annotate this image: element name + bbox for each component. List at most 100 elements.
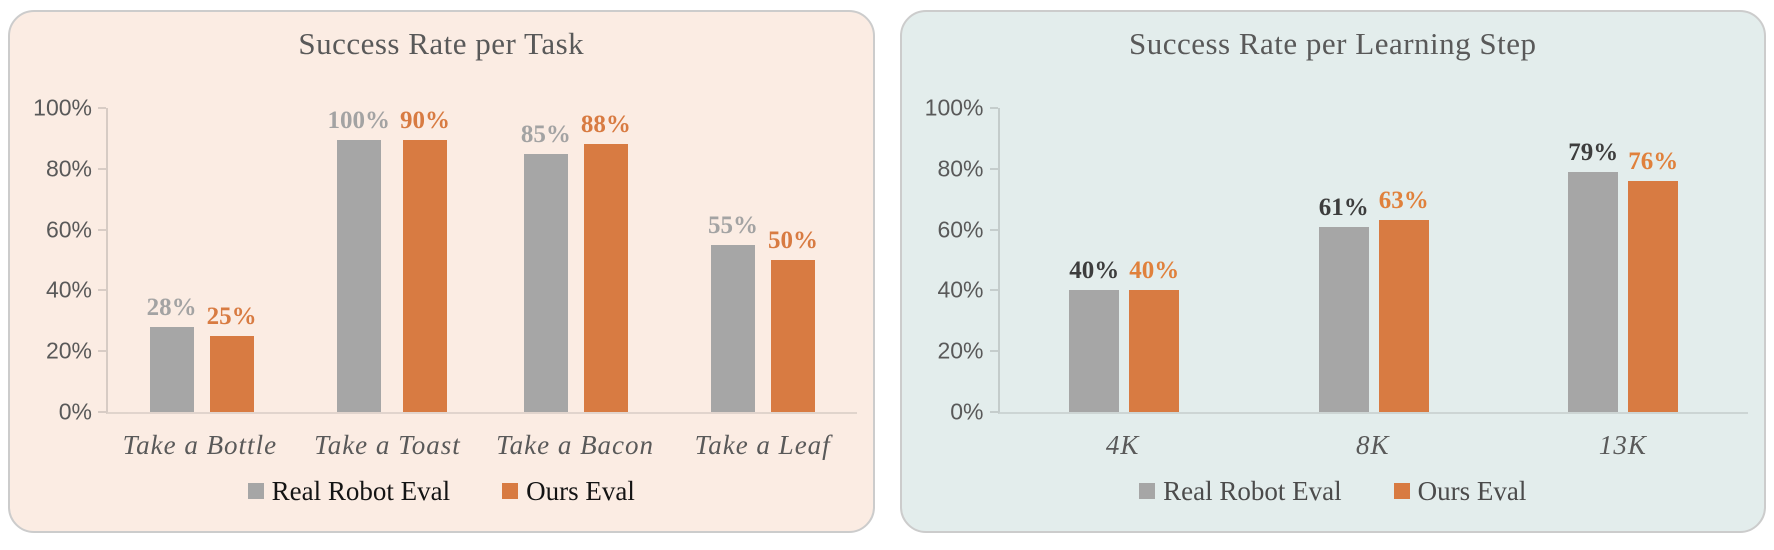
category-label: 13K (1598, 430, 1647, 460)
bar-with-label: 55% (708, 108, 758, 412)
legend: Real Robot Eval Ours Eval (902, 476, 1765, 506)
x-axis-labels: Take a Bottle Take a Toast Take a Bacon Tak… (26, 428, 857, 462)
data-label: 85% (520, 120, 571, 148)
y-tick-mark (98, 167, 106, 170)
bar-with-label: 76% (1628, 108, 1679, 412)
bar-groups: 28% 25% 100% 90% 85% 88% 55% 50% (108, 108, 857, 412)
y-tick-mark (989, 228, 998, 231)
y-tick-label: 40% (937, 276, 984, 303)
legend-label: Ours Eval (1417, 476, 1527, 506)
bar (402, 140, 447, 412)
data-label: 40% (1129, 257, 1180, 285)
x-axis-spacer (26, 428, 106, 462)
bar-with-label: 40% (1069, 108, 1120, 412)
legend-swatch-icon (1139, 483, 1156, 499)
bar-with-label: 40% (1129, 108, 1180, 412)
bar-group: 55% 50% (669, 108, 856, 412)
bar (336, 140, 381, 412)
bar-group: 79% 76% (1499, 108, 1749, 412)
data-label: 25% (206, 303, 257, 330)
legend-label: Real Robot Eval (271, 476, 451, 506)
y-tick-mark (989, 350, 998, 353)
data-label: 76% (1628, 147, 1679, 175)
chart-title: Success Rate per Task (298, 26, 585, 61)
y-tick-label: 80% (937, 155, 984, 182)
data-label: 63% (1378, 187, 1429, 215)
bar (1568, 171, 1619, 412)
bar-with-label: 50% (768, 108, 818, 412)
category-label: Take a Bottle (122, 430, 278, 460)
legend-swatch-icon (502, 483, 519, 499)
y-tick-label: 40% (45, 276, 92, 303)
bar (523, 153, 568, 412)
y-tick-label: 60% (937, 216, 984, 243)
bar-group: 28% 25% (108, 108, 295, 412)
data-label: 55% (707, 211, 758, 239)
y-tick-mark (98, 350, 106, 353)
category-label: Take a Leaf (694, 430, 831, 460)
y-tick-label: 60% (45, 216, 92, 243)
bar-group: 100% 90% (295, 108, 482, 412)
bar-with-label: 28% (147, 108, 197, 412)
y-tick-mark (98, 228, 106, 231)
bar-group: 85% 88% (482, 108, 669, 412)
bar (209, 336, 254, 412)
bar (1129, 290, 1180, 412)
x-axis-labels: 4K 8K 13K (918, 428, 1749, 462)
bar-groups: 40% 40% 61% 63% 79% 76% (1000, 108, 1749, 412)
data-label: 88% (580, 111, 631, 139)
y-tick-mark (98, 107, 106, 109)
y-tick-label: 100% (33, 94, 92, 121)
legend-label: Ours Eval (526, 476, 635, 506)
bar (1628, 180, 1679, 412)
legend-label: Real Robot Eval (1163, 476, 1342, 506)
bar (770, 260, 815, 412)
bar-with-label: 88% (581, 108, 631, 412)
y-tick-mark (989, 167, 998, 170)
category-label: 8K (1356, 430, 1390, 460)
bar (710, 244, 755, 412)
x-axis-spacer (918, 428, 998, 462)
data-label: 61% (1318, 193, 1369, 221)
chart-area: 0% 20% 40% 60% 80% 100% 28% 25% 100% 90% 85% 88% 55… (26, 95, 857, 425)
data-label: 90% (399, 107, 450, 134)
y-tick-mark (989, 289, 998, 292)
bar-with-label: 85% (521, 108, 571, 412)
bar-with-label: 61% (1318, 108, 1369, 412)
bar (149, 326, 194, 412)
y-tick-mark (98, 411, 106, 413)
bar (583, 144, 628, 412)
y-tick-label: 0% (950, 398, 984, 425)
bar-with-label: 90% (400, 108, 450, 412)
bar-group: 61% 63% (1249, 108, 1499, 412)
data-label: 79% (1568, 138, 1619, 166)
bar (1378, 220, 1429, 412)
chart-panel: Success Rate per Learning Step 0% 20% 40% 6… (899, 10, 1766, 533)
category-label: Take a Bacon (496, 430, 655, 460)
legend-swatch-icon (1393, 483, 1410, 499)
bar (1069, 290, 1120, 412)
data-label: 40% (1069, 257, 1120, 285)
category-label: 4K (1105, 430, 1140, 460)
legend-item: Real Robot Eval (1139, 476, 1342, 506)
y-axis: 0% 20% 40% 60% 80% 100% (26, 95, 106, 425)
chart-title: Success Rate per Learning Step (1128, 26, 1537, 61)
legend-item: Ours Eval (502, 476, 635, 506)
y-tick-label: 20% (937, 337, 984, 364)
y-tick-mark (989, 411, 998, 413)
bar-with-label: 25% (207, 108, 257, 412)
legend-swatch-icon (247, 483, 264, 499)
y-axis: 0% 20% 40% 60% 80% 100% (918, 95, 998, 425)
bar-with-label: 63% (1378, 108, 1429, 412)
y-tick-mark (98, 289, 106, 292)
category-label: Take a Toast (314, 430, 461, 460)
legend: Real Robot Eval Ours Eval (10, 476, 873, 506)
plot-area: 28% 25% 100% 90% 85% 88% 55% 50% (98, 107, 857, 414)
data-label: 50% (767, 227, 818, 254)
plot-area: 40% 40% 61% 63% 79% 76% (989, 107, 1749, 414)
y-tick-label: 0% (58, 398, 92, 425)
y-tick-mark (989, 107, 998, 109)
bar-with-label: 79% (1568, 108, 1619, 412)
bar-with-label: 100% (327, 108, 390, 412)
